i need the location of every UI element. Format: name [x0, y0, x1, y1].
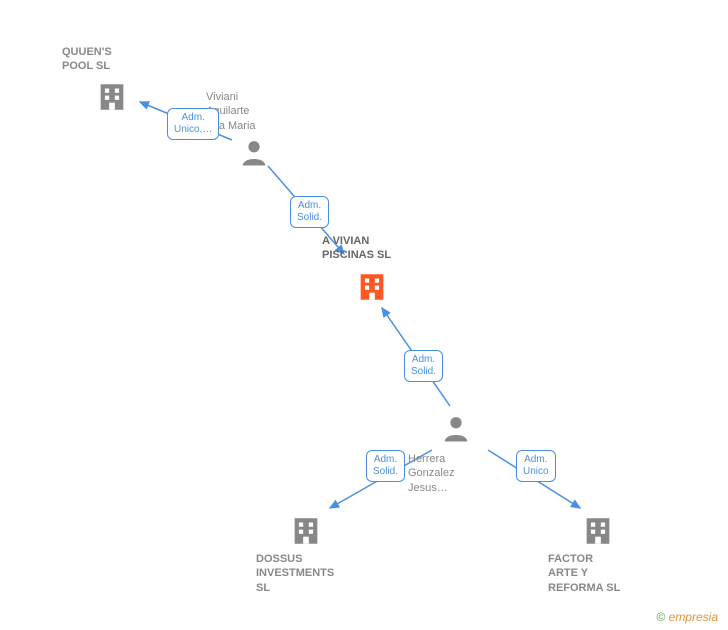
edge-label: Adm. Unico [516, 450, 556, 482]
building-icon [289, 514, 323, 553]
edge-label: Adm. Solid. [404, 350, 443, 382]
edge-label: Adm. Solid. [290, 196, 329, 228]
node-label: QUUEN'S POOL SL [62, 45, 162, 74]
node-label: DOSSUS INVESTMENTS SL [256, 552, 356, 595]
node-label: Herrera Gonzalez Jesus… [408, 452, 508, 495]
person-icon [239, 138, 269, 173]
building-icon [355, 270, 389, 309]
building-icon [95, 80, 129, 119]
node-label: A VIVIAN PISCINAS SL [322, 234, 422, 263]
edge-label: Adm. Solid. [366, 450, 405, 482]
node-label: Viviani Aguilarte Eva Maria [206, 90, 306, 133]
building-icon [581, 514, 615, 553]
node-label: FACTOR ARTE Y REFORMA SL [548, 552, 648, 595]
person-icon [441, 414, 471, 449]
copyright-symbol: © [656, 610, 665, 624]
footer-attribution: © empresia [656, 610, 718, 624]
brand-name: empresia [669, 610, 718, 624]
edge-label: Adm. Unico,… [167, 108, 219, 140]
